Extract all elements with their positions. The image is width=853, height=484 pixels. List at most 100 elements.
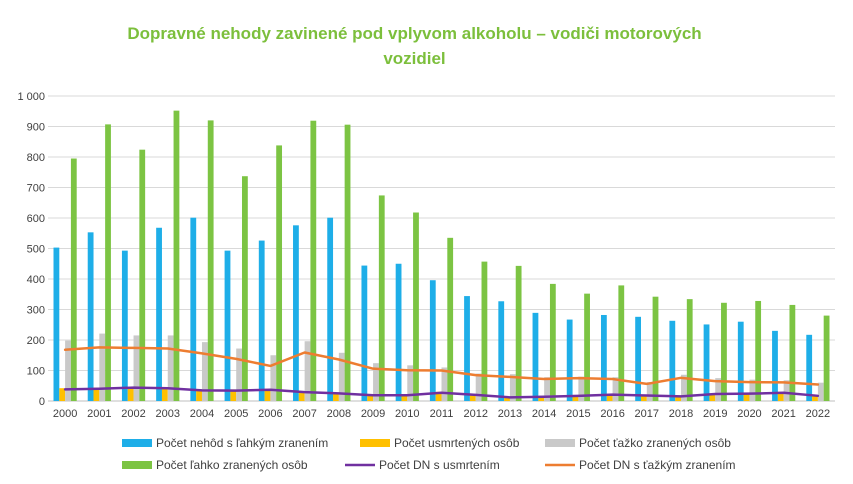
x-tick-label: 2013 (498, 408, 522, 420)
y-tick-label: 600 (27, 213, 45, 225)
bar (475, 373, 482, 401)
legend-label: Počet DN s usmrtením (379, 458, 500, 472)
bar (721, 302, 727, 401)
bar (70, 158, 77, 401)
legend-swatch (360, 439, 390, 447)
bar (276, 145, 283, 401)
bar (447, 237, 454, 401)
bar (304, 341, 311, 401)
bar (749, 379, 756, 401)
bar (783, 380, 790, 401)
x-tick-label: 2014 (532, 408, 556, 420)
bar (293, 225, 299, 401)
y-tick-label: 700 (27, 183, 45, 195)
bar (812, 395, 818, 401)
bar (230, 389, 237, 401)
bar (65, 340, 71, 401)
bar (686, 299, 693, 401)
x-tick-label: 2015 (566, 408, 590, 420)
x-tick-label: 2004 (190, 408, 214, 420)
x-tick-label: 2007 (292, 408, 316, 420)
bar (509, 374, 516, 401)
bar (532, 312, 539, 401)
bar (310, 120, 317, 401)
bar (241, 176, 248, 401)
bar (612, 377, 619, 401)
bar (703, 324, 710, 401)
x-tick-label: 2008 (327, 408, 351, 420)
legend-label: Počet nehôd s ľahkým zranením (156, 436, 328, 450)
bar (327, 217, 334, 401)
y-tick-label: 200 (27, 335, 45, 347)
bar (59, 388, 66, 401)
y-tick-label: 500 (27, 244, 45, 256)
bar (606, 394, 613, 401)
x-tick-label: 2018 (669, 408, 693, 420)
bar (566, 319, 573, 401)
y-tick-label: 400 (27, 274, 45, 286)
bar (93, 387, 100, 401)
bar (333, 392, 339, 401)
bar (156, 227, 162, 401)
bar (264, 388, 271, 401)
bar (435, 391, 442, 401)
y-tick-label: 800 (27, 152, 45, 164)
legend-label: Počet usmrtených osôb (394, 436, 520, 450)
bar (515, 265, 522, 401)
legend-label: Počet DN s ťažkým zranením (579, 458, 736, 472)
bar (224, 250, 231, 401)
bar (161, 387, 168, 401)
bar (743, 393, 750, 401)
y-tick-label: 0 (39, 396, 45, 408)
bar (823, 315, 830, 401)
bar (378, 195, 385, 401)
bar (167, 335, 174, 401)
bar (258, 240, 265, 401)
bar (538, 396, 545, 401)
bar (646, 382, 653, 401)
bar (105, 124, 111, 402)
bar (817, 382, 824, 401)
bar (578, 376, 585, 401)
bar (600, 314, 607, 401)
bar (53, 247, 60, 401)
y-tick-label: 300 (27, 305, 45, 317)
bar (498, 301, 505, 401)
x-tick-label: 2011 (430, 408, 454, 420)
bar (127, 387, 134, 401)
bar (549, 283, 556, 401)
bar (504, 397, 510, 401)
bar (584, 293, 590, 401)
x-tick-label: 2006 (258, 408, 282, 420)
bar (652, 296, 659, 401)
bar (635, 316, 642, 401)
bar (481, 261, 488, 401)
bar (641, 394, 647, 401)
bar (789, 304, 796, 401)
bar (338, 352, 345, 401)
legend-label: Počet ťažko zranených osôb (579, 436, 731, 450)
legend-label: Počet ľahko zranených osôb (156, 458, 308, 472)
bar (429, 280, 436, 401)
bar (464, 296, 470, 401)
bar (544, 377, 550, 401)
bar (99, 333, 106, 401)
bar (777, 391, 784, 401)
bar (344, 124, 351, 402)
bar (407, 365, 414, 401)
bar (133, 335, 140, 401)
bar (675, 396, 682, 401)
bar (298, 391, 305, 401)
y-tick-label: 1 000 (17, 91, 45, 103)
legend-swatch (545, 439, 575, 447)
bar (772, 330, 778, 401)
bar (190, 217, 197, 401)
series-line (63, 386, 820, 399)
bar (207, 120, 214, 402)
bar (121, 250, 128, 401)
bar (709, 393, 716, 401)
bar (618, 285, 625, 401)
bar (715, 378, 722, 401)
x-tick-label: 2005 (224, 408, 248, 420)
